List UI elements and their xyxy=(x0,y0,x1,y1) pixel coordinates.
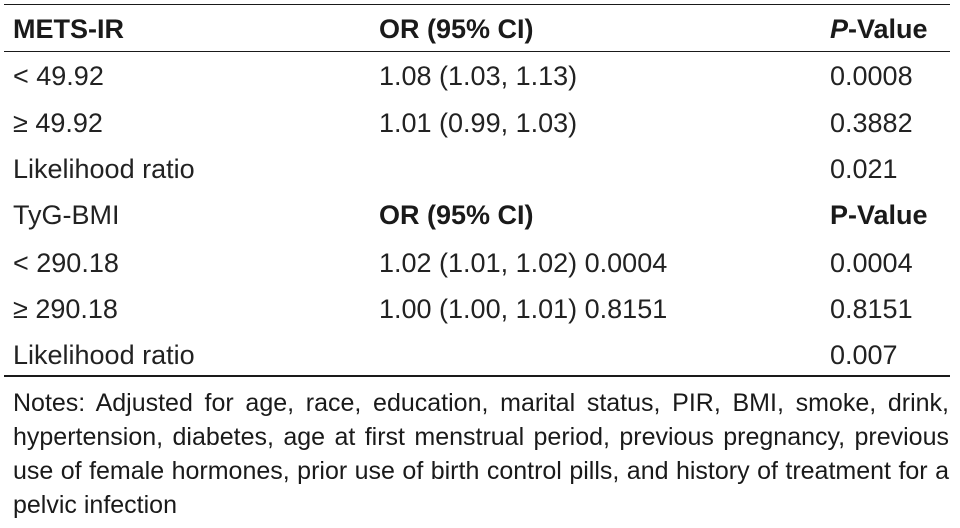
row-or: 1.08 (1.03, 1.13) xyxy=(379,61,578,91)
row-label: < 290.18 xyxy=(13,248,119,278)
header-p-value: P-Value xyxy=(830,6,928,52)
row-label: Likelihood ratio xyxy=(13,154,195,184)
table-row: Likelihood ratio 0.007 xyxy=(0,332,960,378)
row-p: 0.0004 xyxy=(830,248,913,278)
header-or-ci: OR (95% CI) xyxy=(379,14,534,44)
row-p: 0.021 xyxy=(830,154,898,184)
table-subheader-row: TyG-BMI OR (95% CI) P-Value xyxy=(0,192,960,238)
row-label: < 49.92 xyxy=(13,61,104,91)
table-top-rule xyxy=(4,4,950,5)
table-row: ≥ 290.18 1.00 (1.00, 1.01) 0.8151 0.8151 xyxy=(0,286,960,332)
row-or: 1.02 (1.01, 1.02) 0.0004 xyxy=(379,248,668,278)
row-p: 0.8151 xyxy=(830,294,913,324)
row-p: 0.3882 xyxy=(830,108,913,138)
table-row: Likelihood ratio 0.021 xyxy=(0,146,960,192)
row-p: 0.007 xyxy=(830,340,898,370)
row-p: 0.0008 xyxy=(830,61,913,91)
table-row: ≥ 49.92 1.01 (0.99, 1.03) 0.3882 xyxy=(0,100,960,146)
row-or: 1.01 (0.99, 1.03) xyxy=(379,108,578,138)
header-p-italic: P xyxy=(830,14,849,44)
table-notes: Notes: Adjusted for age, race, education… xyxy=(13,389,949,519)
subheader-or-ci: OR (95% CI) xyxy=(379,200,534,230)
subheader-p-value: P-Value xyxy=(830,200,928,230)
table-row: < 290.18 1.02 (1.01, 1.02) 0.0004 0.0004 xyxy=(0,240,960,286)
row-label: ≥ 49.92 xyxy=(13,108,103,138)
row-or: 1.00 (1.00, 1.01) 0.8151 xyxy=(379,294,668,324)
row-label: ≥ 290.18 xyxy=(13,294,118,324)
header-mets-ir: METS-IR xyxy=(13,14,124,44)
subheader-tyg-bmi: TyG-BMI xyxy=(13,200,120,230)
table-row: < 49.92 1.08 (1.03, 1.13) 0.0008 xyxy=(0,53,960,99)
table-header-rule xyxy=(4,51,950,52)
header-p-rest: -Value xyxy=(848,14,928,44)
row-label: Likelihood ratio xyxy=(13,340,195,370)
table-header-row: METS-IR OR (95% CI) P-Value xyxy=(0,6,960,52)
table-bottom-rule xyxy=(4,375,950,377)
